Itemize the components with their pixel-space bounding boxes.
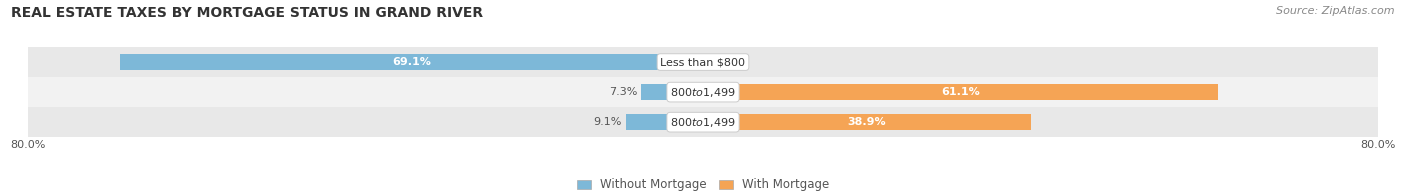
Bar <box>28 47 1378 77</box>
Bar <box>703 114 1031 130</box>
Bar <box>120 54 703 70</box>
Text: 0.0%: 0.0% <box>716 57 744 67</box>
Legend: Without Mortgage, With Mortgage: Without Mortgage, With Mortgage <box>572 174 834 196</box>
Text: 61.1%: 61.1% <box>942 87 980 97</box>
Text: Less than $800: Less than $800 <box>661 57 745 67</box>
Bar <box>626 114 703 130</box>
Text: Source: ZipAtlas.com: Source: ZipAtlas.com <box>1277 6 1395 16</box>
Bar <box>641 84 703 100</box>
Text: 7.3%: 7.3% <box>609 87 637 97</box>
Text: $800 to $1,499: $800 to $1,499 <box>671 86 735 99</box>
Text: $800 to $1,499: $800 to $1,499 <box>671 116 735 129</box>
Text: REAL ESTATE TAXES BY MORTGAGE STATUS IN GRAND RIVER: REAL ESTATE TAXES BY MORTGAGE STATUS IN … <box>11 6 484 20</box>
Text: 38.9%: 38.9% <box>848 117 886 127</box>
Bar <box>28 77 1378 107</box>
Text: 9.1%: 9.1% <box>593 117 621 127</box>
Text: 69.1%: 69.1% <box>392 57 432 67</box>
Bar <box>703 84 1219 100</box>
Bar <box>28 107 1378 137</box>
